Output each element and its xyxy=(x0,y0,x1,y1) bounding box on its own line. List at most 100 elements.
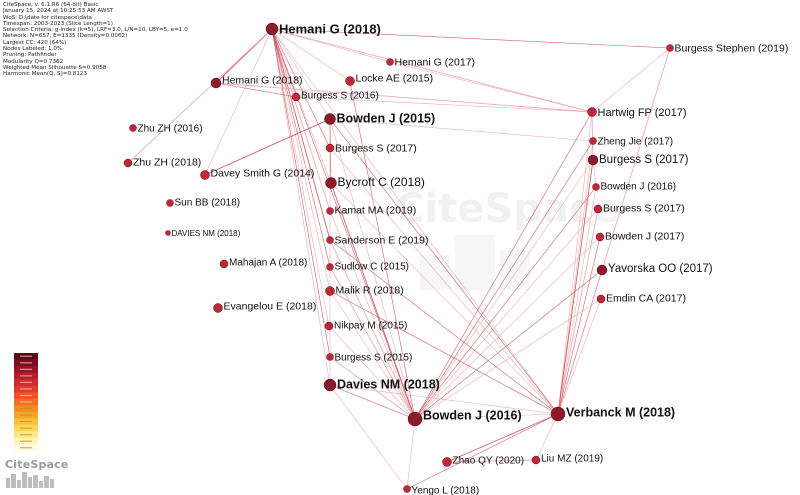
node-nikpay2015[interactable]: Nikpay M (2015) xyxy=(324,321,407,332)
node-label[interactable]: Burgess S (2016) xyxy=(301,91,379,102)
node-label[interactable]: Bowden J (2015) xyxy=(337,111,436,125)
node-burgess2017a[interactable]: Burgess S (2017) xyxy=(325,143,417,155)
node-hemani2018[interactable]: Hemani G (2018) xyxy=(265,22,381,37)
node-circle[interactable] xyxy=(265,22,279,36)
node-zhuzh2018[interactable]: Zhu ZH (2018) xyxy=(123,157,201,169)
node-circle[interactable] xyxy=(326,236,334,244)
node-circle[interactable] xyxy=(326,353,334,361)
node-circle[interactable] xyxy=(550,406,566,422)
node-label[interactable]: Evangelou E (2018) xyxy=(224,301,317,313)
node-label[interactable]: Hemani G (2017) xyxy=(395,57,476,69)
node-verbanck2018[interactable]: Verbanck M (2018) xyxy=(550,405,675,422)
node-circle[interactable] xyxy=(324,321,334,331)
node-label[interactable]: Bowden J (2016) xyxy=(601,182,677,193)
node-circle[interactable] xyxy=(589,137,597,145)
node-sudlow2015[interactable]: Sudlow C (2015) xyxy=(326,262,409,273)
node-circle[interactable] xyxy=(596,264,608,276)
node-emdin2017[interactable]: Emdin CA (2017) xyxy=(596,293,686,305)
node-evangelou2018[interactable]: Evangelou E (2018) xyxy=(213,301,317,313)
node-burgess2017b[interactable]: Burgess S (2017) xyxy=(587,154,689,166)
node-circle[interactable] xyxy=(123,158,133,168)
node-yengo2018[interactable]: Yengo L (2018) xyxy=(403,485,480,495)
node-label[interactable]: Hemani G (2018) xyxy=(279,22,381,37)
node-label[interactable]: Zhu ZH (2016) xyxy=(138,124,203,135)
node-label[interactable]: Davey Smith G (2014) xyxy=(211,168,315,180)
node-sanderson2019[interactable]: Sanderson E (2019) xyxy=(326,235,429,247)
node-circle[interactable] xyxy=(325,177,337,189)
node-circle[interactable] xyxy=(587,154,599,166)
node-label[interactable]: Bowden J (2017) xyxy=(605,231,684,243)
node-label[interactable]: Sun BB (2018) xyxy=(175,198,241,209)
node-label[interactable]: Kamat MA (2019) xyxy=(335,205,417,217)
node-malik2018[interactable]: Malik R (2018) xyxy=(325,285,404,297)
node-label[interactable]: Liu MZ (2019) xyxy=(541,454,603,465)
node-circle[interactable] xyxy=(325,143,335,153)
node-hemani2017[interactable]: Hemani G (2017) xyxy=(386,57,476,69)
node-label[interactable]: Zhu ZH (2018) xyxy=(133,157,201,169)
node-label[interactable]: Yengo L (2018) xyxy=(412,486,480,495)
node-burgessStephen2019[interactable]: Burgess Stephen (2019) xyxy=(666,43,789,55)
node-label[interactable]: Sudlow C (2015) xyxy=(335,262,409,273)
node-circle[interactable] xyxy=(219,259,229,269)
node-circle[interactable] xyxy=(587,107,597,117)
node-bowden2016b[interactable]: Bowden J (2016) xyxy=(592,182,677,193)
node-liumz2019[interactable]: Liu MZ (2019) xyxy=(531,454,603,465)
node-label[interactable]: Burgess Stephen (2019) xyxy=(675,43,789,55)
node-daveysmith2014[interactable]: Davey Smith G (2014) xyxy=(200,168,315,180)
node-label[interactable]: Zheng Jie (2017) xyxy=(598,137,674,148)
node-label[interactable]: Zhao QY (2020) xyxy=(453,456,525,467)
node-label[interactable]: Locke AE (2015) xyxy=(356,73,434,85)
node-label[interactable]: Nikpay M (2015) xyxy=(334,321,407,332)
node-label[interactable]: Hartwig FP (2017) xyxy=(598,107,687,119)
node-sunbb2018[interactable]: Sun BB (2018) xyxy=(166,198,241,209)
node-yavorska2017[interactable]: Yavorska OO (2017) xyxy=(596,263,713,276)
node-label[interactable]: Sanderson E (2019) xyxy=(335,235,429,247)
node-hartwig2017[interactable]: Hartwig FP (2017) xyxy=(587,107,687,119)
node-circle[interactable] xyxy=(596,294,606,304)
node-circle[interactable] xyxy=(442,457,452,467)
node-label[interactable]: Emdin CA (2017) xyxy=(606,293,686,305)
node-label[interactable]: Bycroft C (2018) xyxy=(338,175,425,189)
node-label[interactable]: DAVIES NM (2018) xyxy=(172,229,241,238)
node-bycroft2018[interactable]: Bycroft C (2018) xyxy=(325,175,425,189)
node-label[interactable]: Davies NM (2018) xyxy=(337,377,440,391)
node-circle[interactable] xyxy=(345,76,355,86)
node-davies2018[interactable]: Davies NM (2018) xyxy=(323,377,440,392)
node-label[interactable]: Burgess S (2017) xyxy=(603,203,685,215)
node-label[interactable]: Burgess S (2015) xyxy=(335,353,413,364)
node-zhaoqy2020[interactable]: Zhao QY (2020) xyxy=(442,456,525,467)
node-circle[interactable] xyxy=(595,232,605,242)
node-davies2018b[interactable]: DAVIES NM (2018) xyxy=(165,229,241,238)
node-label[interactable]: Malik R (2018) xyxy=(336,285,404,297)
node-circle[interactable] xyxy=(326,207,334,215)
node-circle[interactable] xyxy=(324,113,336,125)
node-label[interactable]: Mahajan A (2018) xyxy=(229,258,307,269)
node-circle[interactable] xyxy=(323,378,337,392)
node-bowden2016[interactable]: Bowden J (2016) xyxy=(407,408,522,427)
node-label[interactable]: Burgess S (2017) xyxy=(335,143,417,155)
node-circle[interactable] xyxy=(386,58,394,66)
node-circle[interactable] xyxy=(666,44,674,52)
node-mahajan2018[interactable]: Mahajan A (2018) xyxy=(219,258,307,269)
node-label[interactable]: Hemani G (2018) xyxy=(222,75,303,87)
node-circle[interactable] xyxy=(325,286,335,296)
node-label[interactable]: Burgess S (2017) xyxy=(599,154,689,166)
node-circle[interactable] xyxy=(403,485,411,493)
node-label[interactable]: Verbanck M (2018) xyxy=(566,405,675,419)
node-zhuzh2016[interactable]: Zhu ZH (2016) xyxy=(129,124,203,135)
node-zhengjie2017[interactable]: Zheng Jie (2017) xyxy=(589,137,674,148)
node-circle[interactable] xyxy=(407,411,423,427)
node-kamat2019[interactable]: Kamat MA (2019) xyxy=(326,205,417,217)
node-circle[interactable] xyxy=(165,230,171,236)
node-circle[interactable] xyxy=(129,124,137,132)
node-label[interactable]: Bowden J (2016) xyxy=(423,408,522,422)
node-hemani2018b[interactable]: Hemani G (2018) xyxy=(210,75,303,89)
node-circle[interactable] xyxy=(213,303,223,313)
node-burgess2015[interactable]: Burgess S (2015) xyxy=(326,353,413,364)
node-circle[interactable] xyxy=(291,92,301,102)
node-circle[interactable] xyxy=(210,77,222,89)
node-circle[interactable] xyxy=(531,455,541,465)
node-burgess2016[interactable]: Burgess S (2016) xyxy=(291,91,379,102)
node-circle[interactable] xyxy=(593,204,603,214)
